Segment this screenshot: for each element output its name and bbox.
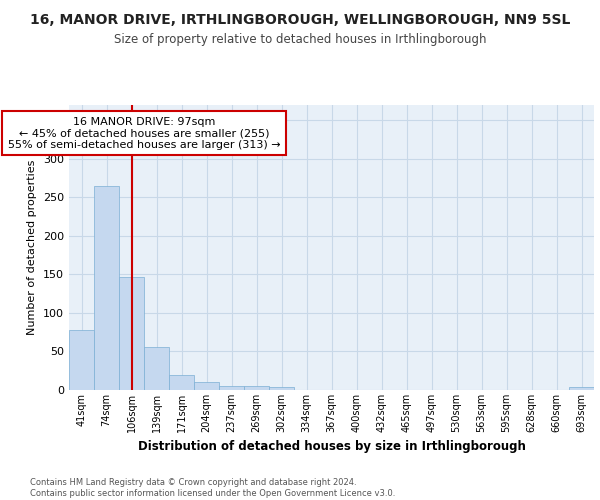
Text: Contains HM Land Registry data © Crown copyright and database right 2024.
Contai: Contains HM Land Registry data © Crown c… (30, 478, 395, 498)
Bar (194, 382, 219, 390)
Bar (244, 386, 269, 390)
Bar (169, 374, 194, 390)
Bar (94, 186, 119, 390)
X-axis label: Distribution of detached houses by size in Irthlingborough: Distribution of detached houses by size … (137, 440, 526, 454)
Text: 16, MANOR DRIVE, IRTHLINGBOROUGH, WELLINGBOROUGH, NN9 5SL: 16, MANOR DRIVE, IRTHLINGBOROUGH, WELLIN… (30, 12, 570, 26)
Bar (119, 277, 144, 390)
Text: 16 MANOR DRIVE: 97sqm
← 45% of detached houses are smaller (255)
55% of semi-det: 16 MANOR DRIVE: 97sqm ← 45% of detached … (8, 116, 280, 150)
Bar (69, 330, 94, 390)
Bar (219, 386, 244, 390)
Bar (144, 347, 169, 390)
Text: Size of property relative to detached houses in Irthlingborough: Size of property relative to detached ho… (114, 32, 486, 46)
Bar (569, 387, 594, 390)
Bar (269, 387, 294, 390)
Y-axis label: Number of detached properties: Number of detached properties (28, 160, 37, 335)
